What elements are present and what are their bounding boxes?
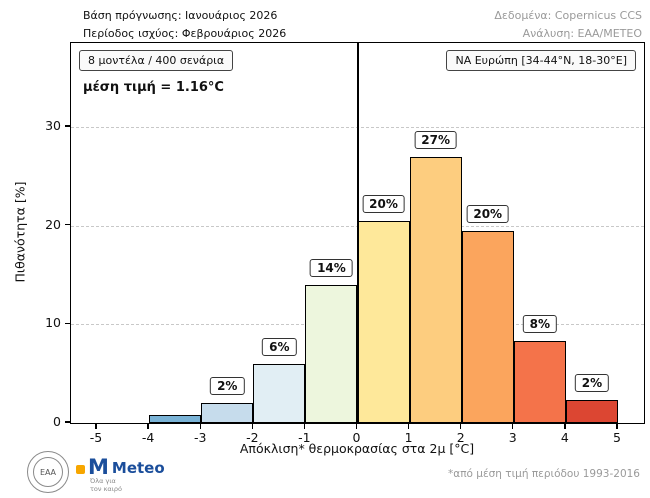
mean-value-label: μέση τιμή = 1.16°C — [83, 80, 224, 95]
x-tick-4 — [564, 423, 566, 429]
y-tick-20 — [65, 223, 70, 226]
x-axis-label: Απόκλιση* θερμοκρασίας στα 2μ [°C] — [239, 441, 475, 456]
x-tick-1 — [407, 423, 410, 429]
y-tick-30 — [65, 125, 70, 127]
data-source-text: Δεδομένα: Copernicus CCS — [494, 9, 642, 22]
meteo-tagline: Όλα για τον καιρό — [90, 476, 123, 494]
meteo-m-icon: M — [88, 455, 109, 479]
meteo-logo-text: Meteo — [111, 458, 165, 477]
x-tick--2 — [251, 423, 253, 429]
bar-label-3: 14% — [310, 258, 353, 277]
observatory-seal-logo: ΕΑΑ — [27, 451, 69, 493]
bar-label-5: 27% — [414, 130, 457, 149]
valid-period-text: Περίοδος ισχύος: Φεβρουάριος 2026 — [83, 26, 287, 40]
y-tick-label-30: 30 — [45, 117, 61, 133]
x-tick-label--2: -2 — [246, 430, 259, 445]
bar-label-1: 2% — [210, 377, 245, 396]
bar-6 — [461, 230, 514, 423]
x-tick--3 — [199, 423, 201, 429]
x-tick-label-0: 0 — [352, 430, 361, 445]
forecast-base-text: Βάση πρόγνωσης: Ιανουάριος 2026 — [83, 9, 278, 22]
bar-3 — [305, 284, 358, 423]
bar-label-6: 20% — [466, 204, 510, 223]
y-tick-label-10: 10 — [45, 315, 61, 331]
region-badge: ΝΑ Ευρώπη [34-44°N, 18-30°E] — [446, 50, 636, 71]
bar-4 — [357, 220, 410, 423]
bar-label-4: 20% — [362, 194, 405, 213]
y-tick-label-20: 20 — [45, 216, 61, 232]
y-axis-label: Πιθανότητα [%] — [12, 181, 28, 283]
y-tick-10 — [65, 322, 70, 324]
bar-7 — [513, 341, 566, 423]
x-tick-label-1: 1 — [404, 430, 413, 445]
bar-2 — [253, 363, 306, 423]
x-tick--5 — [95, 423, 97, 429]
bar-label-7: 8% — [522, 315, 557, 334]
bar-8 — [565, 400, 618, 423]
x-tick-0 — [355, 423, 358, 429]
meteo-dot-icon — [76, 464, 85, 474]
models-scenarios-badge: 8 μοντέλα / 400 σενάρια — [79, 50, 234, 71]
x-tick-label--5: -5 — [89, 430, 103, 445]
x-tick--4 — [147, 423, 149, 429]
x-tick-label--4: -4 — [141, 430, 155, 445]
meteo-logo: M Meteo Όλα για τον καιρό — [76, 455, 165, 494]
bar-1 — [201, 403, 254, 423]
y-tick-0 — [65, 421, 70, 423]
observatory-seal-inner: ΕΑΑ — [33, 457, 63, 487]
x-tick--1 — [303, 423, 306, 429]
x-tick-3 — [512, 423, 514, 429]
plot-area: 8 μοντέλα / 400 σενάρια ΝΑ Ευρώπη [34-44… — [70, 42, 645, 424]
x-tick-2 — [459, 423, 462, 429]
x-tick-label-2: 2 — [456, 430, 465, 445]
x-tick-label--1: -1 — [298, 430, 311, 445]
bar-label-2: 6% — [262, 337, 297, 356]
bar-0 — [149, 415, 202, 423]
footnote-text: *από μέση τιμή περιόδου 1993-2016 — [448, 468, 640, 480]
bar-5 — [409, 156, 462, 423]
x-tick-label-3: 3 — [508, 430, 517, 445]
x-tick-label--3: -3 — [193, 430, 207, 445]
x-tick-5 — [616, 423, 618, 429]
bar-label-8: 2% — [574, 374, 610, 393]
header-right: Δεδομένα: Copernicus CCS Ανάλυση: ΕΑΑ/ΜΕ… — [494, 7, 642, 42]
analysis-credit-text: Ανάλυση: ΕΑΑ/ΜΕΤΕΟ — [522, 26, 642, 40]
y-tick-label-0: 0 — [53, 414, 61, 429]
x-tick-label-5: 5 — [612, 430, 621, 445]
x-tick-label-4: 4 — [560, 430, 569, 445]
header-left: Βάση πρόγνωσης: Ιανουάριος 2026 Περίοδος… — [83, 7, 286, 42]
